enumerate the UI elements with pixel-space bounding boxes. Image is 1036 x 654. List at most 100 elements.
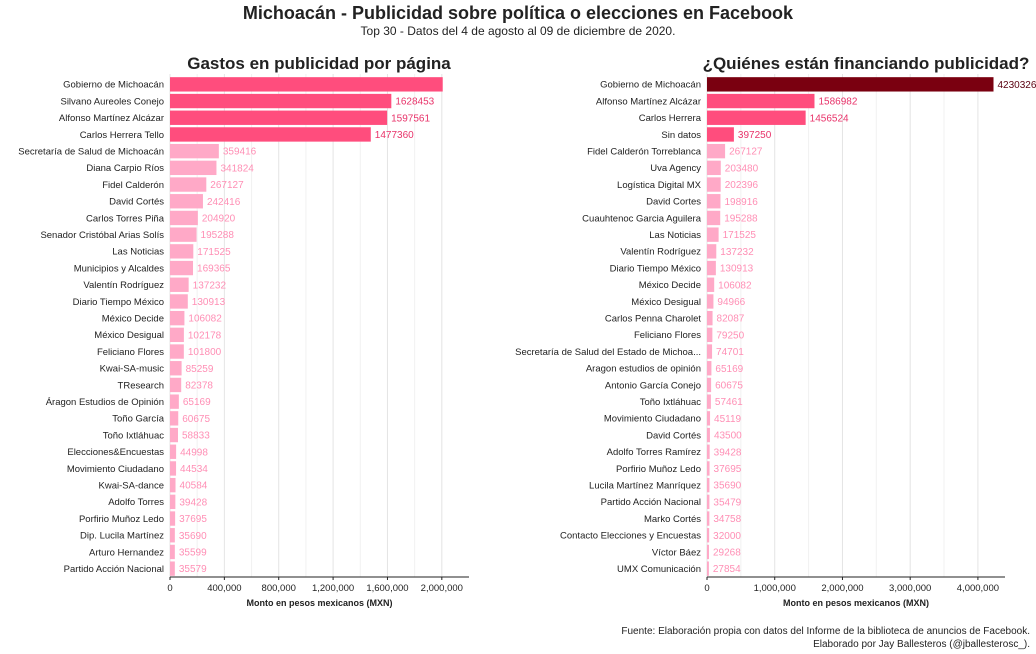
left-category-label: México Decide: [102, 313, 164, 324]
right-category-label: Logística Digital MX: [617, 180, 702, 191]
caption-source: Fuente: Elaboración propia con datos del…: [621, 626, 1030, 637]
left-x-tick-label: 400,000: [207, 583, 241, 594]
right-value-label: 39428: [714, 447, 742, 458]
left-value-label: 1628453: [395, 97, 434, 108]
right-category-label: Movimiento Ciudadano: [604, 414, 701, 425]
right-category-label: Alfonso Martínez Alcázar: [596, 96, 701, 107]
left-category-label: Movimiento Ciudadano: [67, 464, 164, 475]
left-bar: [170, 110, 388, 125]
left-bar: [170, 327, 184, 343]
right-value-label: 267127: [729, 147, 763, 158]
right-bar: [707, 361, 712, 376]
left-value-label: 2006650: [447, 80, 486, 91]
right-value-label: 45119: [714, 414, 742, 425]
right-category-label: UMX Comunicación: [617, 564, 701, 575]
left-category-label: Valentín Rodríguez: [83, 280, 164, 291]
right-category-label: Diario Tiempo México: [610, 263, 701, 274]
left-category-label: Partido Acción Nacional: [64, 564, 164, 575]
main-title: Michoacán - Publicidad sobre política o …: [242, 3, 794, 23]
right-category-label: Las Noticias: [649, 230, 701, 241]
left-bar: [170, 477, 176, 493]
right-value-label: 65169: [715, 364, 743, 375]
left-bar: [170, 194, 203, 209]
left-value-label: 169365: [197, 264, 231, 275]
left-value-label: 44534: [180, 464, 208, 475]
left-category-label: Toño García: [112, 414, 164, 425]
left-bar: [170, 227, 197, 242]
right-category-label: Adolfo Torres Ramírez: [607, 447, 702, 458]
right-bar: [707, 294, 714, 309]
left-bar: [170, 310, 185, 326]
left-category-label: Kwai-SA-dance: [99, 480, 164, 491]
right-value-label: 397250: [738, 130, 772, 141]
left-x-tick-label: 800,000: [262, 583, 296, 594]
left-value-label: 137232: [193, 280, 227, 291]
right-bar: [707, 310, 713, 326]
left-bar: [170, 411, 179, 426]
right-x-tick-label: 1,000,000: [754, 583, 796, 594]
left-value-label: 35579: [179, 564, 207, 575]
main-subtitle: Top 30 - Datos del 4 de agosto al 09 de …: [360, 24, 676, 38]
left-bar: [170, 93, 392, 109]
right-x-tick-label: 2,000,000: [821, 583, 863, 594]
left-value-label: 267127: [210, 180, 244, 191]
right-bar: [707, 260, 716, 276]
right-value-label: 137232: [720, 247, 754, 258]
left-x-tick-label: 2,000,000: [421, 583, 463, 594]
right-value-label: 130913: [720, 264, 754, 275]
right-category-label: Feliciano Flores: [634, 330, 701, 341]
right-category-label: Víctor Báez: [652, 547, 701, 558]
left-category-label: Adolfo Torres: [108, 497, 164, 508]
right-value-label: 43500: [714, 431, 742, 442]
right-bar: [707, 77, 994, 92]
right-bar: [707, 411, 711, 426]
left-panel-title: Gastos en publicidad por página: [187, 54, 451, 73]
left-value-label: 65169: [183, 397, 211, 408]
left-category-label: Diana Carpio Ríos: [86, 163, 164, 174]
left-x-tick-label: 1,200,000: [312, 583, 354, 594]
left-category-label: Carlos Herrera Tello: [80, 130, 164, 141]
left-category-label: México Desigual: [94, 330, 164, 341]
left-bar: [170, 260, 194, 276]
right-bar: [707, 227, 719, 242]
right-x-tick-label: 3,000,000: [889, 583, 931, 594]
right-bar: [707, 160, 721, 176]
left-value-label: 35599: [179, 547, 207, 558]
right-value-label: 27854: [713, 564, 741, 575]
left-category-label: Porfirio Muñoz Ledo: [79, 514, 164, 525]
right-bar: [707, 143, 726, 159]
right-value-label: 1456524: [810, 113, 849, 124]
right-bar: [707, 327, 713, 343]
right-bar: [707, 210, 721, 226]
left-value-label: 1477360: [375, 130, 414, 141]
left-bar: [170, 344, 184, 359]
left-bar: [170, 143, 219, 159]
left-bar: [170, 528, 175, 543]
left-category-label: Feliciano Flores: [97, 347, 164, 358]
right-bar: [707, 277, 715, 292]
right-category-label: David Cortés: [646, 430, 701, 441]
right-value-label: 195288: [724, 213, 758, 224]
right-bar: [707, 444, 710, 459]
right-category-label: Valentín Rodríguez: [620, 247, 701, 258]
left-category-label: Elecciones&Encuestas: [67, 447, 164, 458]
left-bar: [170, 561, 175, 576]
left-category-label: Silvano Aureoles Conejo: [60, 96, 164, 107]
left-value-label: 44998: [180, 447, 208, 458]
right-bar: [707, 194, 721, 209]
right-bar: [707, 511, 710, 526]
left-value-label: 1597561: [391, 113, 430, 124]
left-category-label: Gobierno de Michoacán: [63, 80, 164, 91]
left-bar: [170, 77, 443, 92]
left-bar: [170, 511, 176, 526]
right-category-label: Fidel Calderón Torreblanca: [587, 146, 702, 157]
left-category-label: Senador Cristóbal Arias Solís: [40, 230, 164, 241]
right-bar: [707, 528, 710, 543]
left-value-label: 195288: [201, 230, 235, 241]
left-value-label: 101800: [188, 347, 222, 358]
left-value-label: 242416: [207, 197, 241, 208]
left-bar: [170, 244, 194, 259]
right-bar: [707, 377, 712, 393]
right-category-label: Marko Cortés: [644, 514, 701, 525]
